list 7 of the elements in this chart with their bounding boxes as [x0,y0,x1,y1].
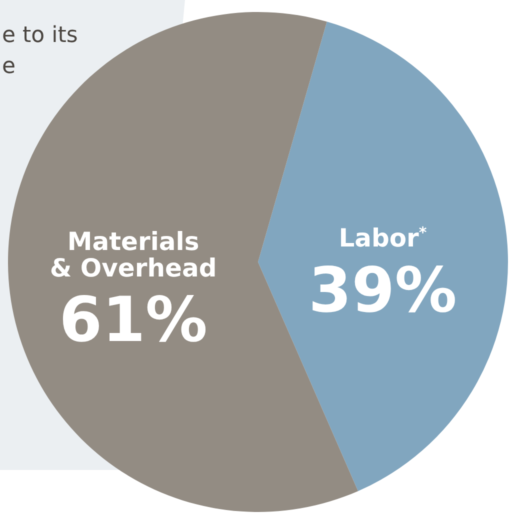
slice-label: Materials & Overhead [50,227,217,282]
pie-slice [258,22,508,492]
text: e to its [2,23,78,48]
text: e [2,54,16,79]
slice-label: Labor$^{*}$ [338,224,427,253]
data-label: 39% [308,253,457,326]
data-label: 61% [59,282,208,356]
